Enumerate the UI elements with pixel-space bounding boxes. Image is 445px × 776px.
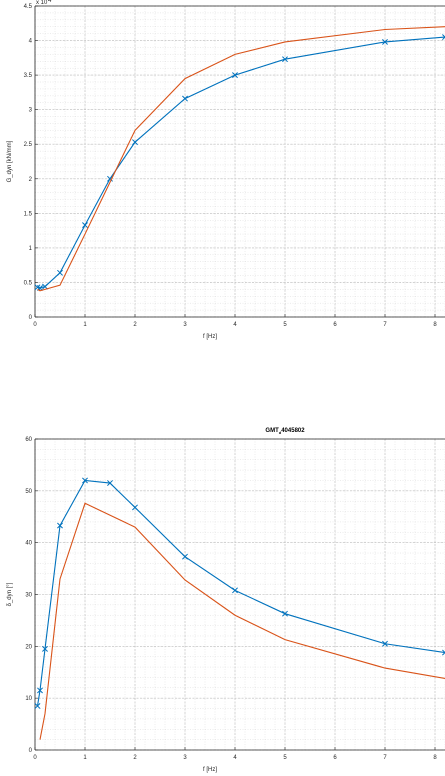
x-tick-label: 0 <box>33 755 37 761</box>
data-point-marker <box>182 553 188 560</box>
data-point-marker <box>132 504 138 511</box>
y-tick-label: 1 <box>29 246 33 252</box>
y-tick-label: 4.5 <box>24 4 33 10</box>
y-tick-label: 1.5 <box>24 211 33 217</box>
y-exponent-power: 4 <box>48 0 52 4</box>
y-tick-label: 40 <box>25 541 32 547</box>
data-point-marker <box>232 587 238 594</box>
y-tick-label: 30 <box>25 593 32 599</box>
data-point-marker <box>442 34 445 41</box>
y-tick-label: 0.5 <box>24 280 33 286</box>
x-tick-label: 6 <box>333 322 337 328</box>
x-tick-label: 5 <box>283 322 287 328</box>
y-axis-label: δ_dyn [°] <box>7 582 13 606</box>
x-tick-label: 8 <box>433 322 437 328</box>
series-line-2 <box>37 26 445 292</box>
x-tick-label: 4 <box>233 322 237 328</box>
x-tick-label: 0 <box>33 322 37 328</box>
y-tick-label: 3.5 <box>24 73 33 79</box>
chart-bottom: GMTd4045802 0 1 2 3 4 5 6 7 8 0 10 20 30 40 50 60 f [Hz]… <box>7 428 445 773</box>
data-point-marker <box>34 702 41 709</box>
data-point-marker <box>82 477 88 484</box>
x-tick-label: 4 <box>233 755 237 761</box>
data-point-marker <box>42 645 48 652</box>
data-point-marker <box>232 72 238 79</box>
y-tick-label: 50 <box>25 489 32 495</box>
data-point-marker <box>57 522 63 529</box>
data-point-marker <box>442 649 445 656</box>
data-point-marker <box>107 175 113 182</box>
plot-area <box>35 6 445 317</box>
x-tick-label: 5 <box>283 755 287 761</box>
x-tick-label: 1 <box>83 322 87 328</box>
y-tick-label: 3 <box>29 108 33 114</box>
x-tick-label: 7 <box>383 322 387 328</box>
data-point-marker <box>37 687 43 694</box>
series-line-2 <box>39 502 445 740</box>
data-point-marker <box>282 56 288 63</box>
data-point-marker <box>132 139 138 146</box>
x-tick-label: 3 <box>183 322 187 328</box>
y-axis-label: G_dyn [kN/mm] <box>7 140 13 182</box>
x-tick-label: 6 <box>333 755 337 761</box>
x-tick-label: 7 <box>383 755 387 761</box>
x-tick-label: 2 <box>133 755 137 761</box>
x-axis-label: f [Hz] <box>203 767 217 773</box>
data-point-marker <box>382 640 388 647</box>
chart-top: x 10 4 0 1 2 3 4 5 6 7 8 0 0.5 1 1.5 2 2.5 3 3.5 4 4.5 f [H… <box>7 0 445 340</box>
y-tick-label: 2 <box>29 177 33 183</box>
x-tick-label: 3 <box>183 755 187 761</box>
data-point-marker <box>182 95 188 102</box>
y-tick-label: 2.5 <box>24 142 33 148</box>
y-tick-label: 0 <box>29 748 33 754</box>
x-tick-label: 2 <box>133 322 137 328</box>
y-tick-label: 0 <box>29 315 33 321</box>
data-point-marker <box>282 610 288 617</box>
y-exponent-label: x 10 <box>36 0 48 6</box>
y-tick-label: 20 <box>25 644 32 650</box>
y-tick-label: 60 <box>25 437 32 443</box>
data-point-marker <box>382 38 388 45</box>
x-axis-label: f [Hz] <box>203 334 217 340</box>
data-point-marker <box>82 222 88 229</box>
x-tick-label: 1 <box>83 755 87 761</box>
y-tick-label: 10 <box>25 696 32 702</box>
series-line-1 <box>36 479 445 707</box>
x-tick-label: 8 <box>433 755 437 761</box>
data-point-marker <box>107 480 113 487</box>
data-point-marker <box>57 269 63 276</box>
chart-title: GMTd4045802 <box>265 428 305 435</box>
y-tick-label: 4 <box>29 39 33 45</box>
